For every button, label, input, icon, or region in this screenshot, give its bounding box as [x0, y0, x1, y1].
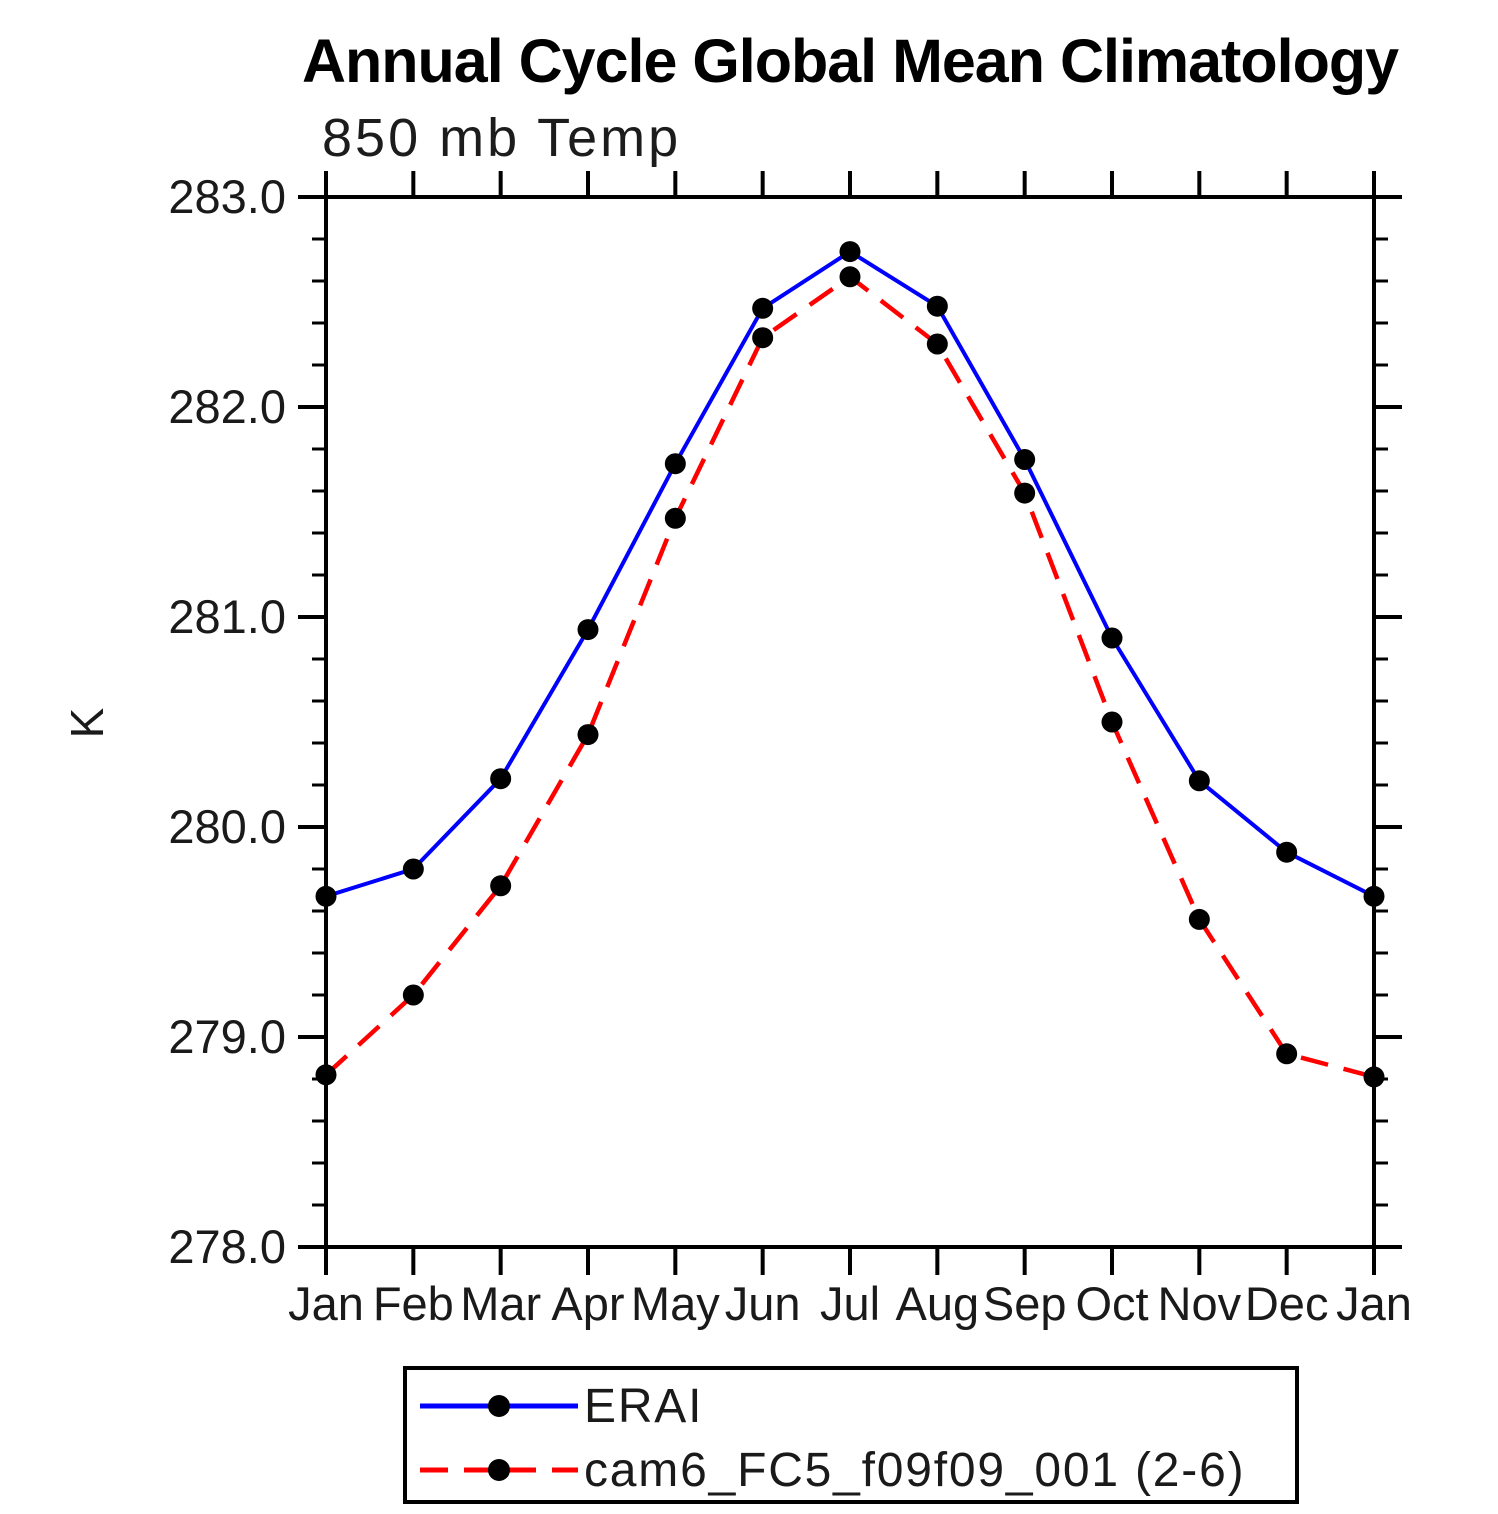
- data-series: [315, 241, 1385, 1088]
- data-point-cam6: [752, 327, 774, 349]
- data-point-cam6: [1188, 908, 1210, 930]
- data-point-cam6: [839, 266, 861, 288]
- data-point-erai: [839, 241, 861, 263]
- data-point-erai: [1101, 627, 1123, 649]
- x-tick-label: Mar: [460, 1277, 541, 1330]
- data-point-erai: [926, 295, 948, 317]
- data-point-erai: [664, 453, 686, 475]
- series-line-cam6: [324, 274, 1375, 1080]
- y-tick-label: 283.0: [168, 170, 286, 223]
- page-title: Annual Cycle Global Mean Climatology: [302, 27, 1399, 95]
- x-tick-label: Nov: [1158, 1277, 1242, 1330]
- axes: Jan Feb Mar Apr May Jun Jul Aug Sep Oct Nov Dec Jan2…: [168, 170, 1412, 1330]
- data-point-cam6: [1276, 1043, 1298, 1065]
- x-tick-label: Jul: [820, 1277, 880, 1330]
- y-tick-label: 280.0: [168, 800, 286, 853]
- y-axis-label: K: [61, 706, 113, 739]
- data-point-cam6: [1014, 482, 1036, 504]
- data-point-erai: [1014, 449, 1036, 470]
- legend-marker-erai: [488, 1395, 510, 1417]
- x-tick-label: Jan: [1336, 1277, 1412, 1330]
- data-point-erai: [577, 619, 599, 641]
- x-tick-label: Jun: [725, 1277, 801, 1330]
- x-tick-label: Oct: [1075, 1277, 1148, 1330]
- data-point-cam6: [577, 724, 599, 746]
- data-point-erai: [752, 297, 774, 319]
- x-tick-label: Jan: [288, 1277, 364, 1330]
- data-point-cam6: [402, 984, 424, 1006]
- data-point-erai: [315, 885, 337, 907]
- x-tick-label: May: [631, 1277, 720, 1330]
- data-point-cam6: [926, 333, 948, 355]
- legend-label-erai: ERAI: [584, 1380, 703, 1433]
- data-point-cam6: [315, 1064, 337, 1086]
- legend: ERAI cam6_FC5_f09f09_001 (2-6): [403, 1366, 1299, 1504]
- data-point-erai: [1363, 885, 1385, 907]
- data-point-cam6: [664, 507, 686, 529]
- data-point-erai: [1276, 841, 1298, 863]
- data-point-erai: [1188, 770, 1210, 792]
- data-point-cam6: [1363, 1066, 1385, 1088]
- data-point-cam6: [1101, 711, 1123, 733]
- x-tick-label: Aug: [896, 1277, 980, 1330]
- legend-box: [403, 1366, 1299, 1504]
- y-tick-label: 281.0: [168, 590, 286, 643]
- data-point-erai: [490, 768, 512, 790]
- data-point-erai: [402, 858, 424, 880]
- data-point-cam6: [490, 875, 512, 897]
- y-tick-label: 279.0: [168, 1010, 286, 1063]
- y-tick-label: 282.0: [168, 380, 286, 433]
- x-tick-label: Feb: [373, 1277, 454, 1330]
- series-line-erai: [325, 249, 1375, 899]
- x-tick-label: Sep: [983, 1277, 1067, 1330]
- legend-label-cam6: cam6_FC5_f09f09_001 (2-6): [584, 1444, 1245, 1497]
- x-tick-label: Dec: [1245, 1277, 1329, 1330]
- chart-subtitle: 850 mb Temp: [322, 108, 681, 168]
- x-tick-label: Apr: [551, 1277, 624, 1330]
- legend-marker-cam6: [488, 1459, 510, 1481]
- y-tick-label: 278.0: [168, 1220, 286, 1273]
